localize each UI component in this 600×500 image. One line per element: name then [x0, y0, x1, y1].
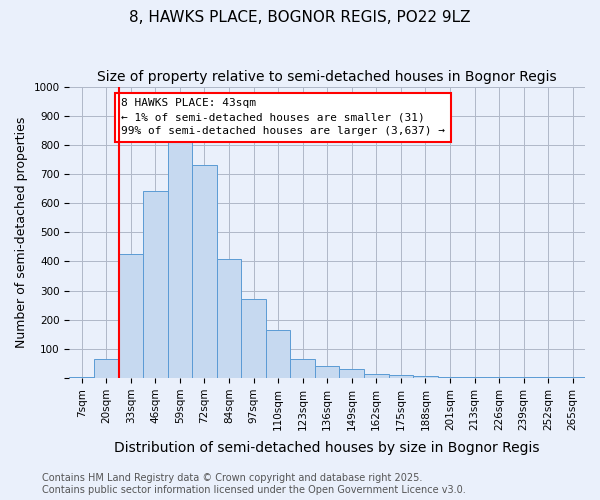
Title: Size of property relative to semi-detached houses in Bognor Regis: Size of property relative to semi-detach… [97, 70, 557, 84]
Bar [437, 376, 462, 378]
Text: 8 HAWKS PLACE: 43sqm
← 1% of semi-detached houses are smaller (31)
99% of semi-d: 8 HAWKS PLACE: 43sqm ← 1% of semi-detach… [121, 98, 445, 136]
X-axis label: Distribution of semi-detached houses by size in Bognor Regis: Distribution of semi-detached houses by … [115, 441, 540, 455]
Bar [340, 370, 364, 378]
Bar [143, 192, 167, 378]
Bar [364, 374, 389, 378]
Bar [413, 376, 437, 378]
Bar [70, 376, 94, 378]
Bar [241, 300, 266, 378]
Bar [266, 330, 290, 378]
Bar [462, 376, 487, 378]
Bar [94, 359, 119, 378]
Bar [315, 366, 340, 378]
Bar [192, 166, 217, 378]
Bar [487, 376, 511, 378]
Bar [389, 374, 413, 378]
Bar [217, 258, 241, 378]
Bar [560, 377, 585, 378]
Bar [536, 377, 560, 378]
Bar [167, 140, 192, 378]
Text: 8, HAWKS PLACE, BOGNOR REGIS, PO22 9LZ: 8, HAWKS PLACE, BOGNOR REGIS, PO22 9LZ [129, 10, 471, 25]
Bar [290, 359, 315, 378]
Text: Contains HM Land Registry data © Crown copyright and database right 2025.
Contai: Contains HM Land Registry data © Crown c… [42, 474, 466, 495]
Bar [119, 254, 143, 378]
Bar [511, 377, 536, 378]
Y-axis label: Number of semi-detached properties: Number of semi-detached properties [15, 116, 28, 348]
